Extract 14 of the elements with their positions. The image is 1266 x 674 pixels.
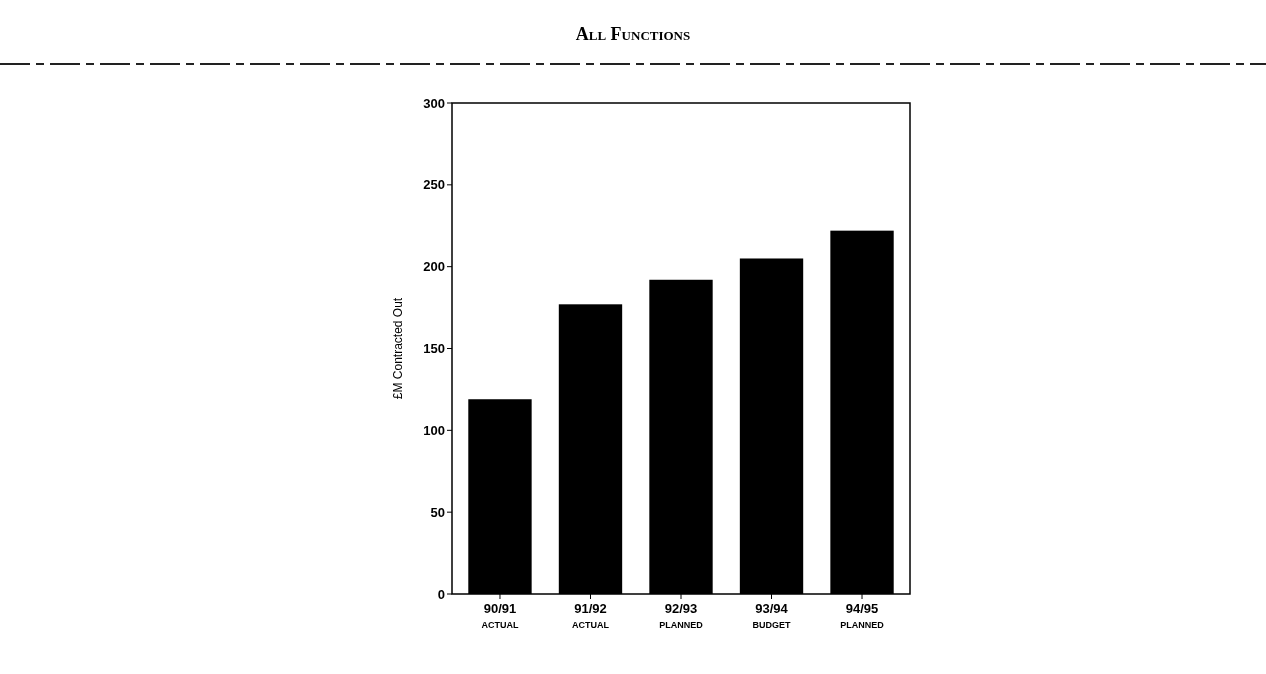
- y-tick-label: 150: [423, 341, 445, 357]
- y-tick-label: 100: [423, 422, 445, 438]
- x-tick-label: 92/93 PLANNED: [659, 601, 704, 630]
- y-tick-label: 300: [423, 95, 445, 111]
- x-tick-label: 94/95 PLANNED: [840, 601, 885, 630]
- x-tick-label: 90/91 ACTUAL: [481, 601, 519, 630]
- x-tick-label: 93/94 BUDGET: [752, 601, 792, 630]
- chart-title: All Functions: [575, 24, 691, 44]
- x-tick-label: 91/92 ACTUAL: [571, 601, 610, 630]
- y-tick-label: 200: [423, 259, 445, 275]
- y-tick-label: 250: [423, 177, 445, 193]
- y-axis-title: £M Contracted Out: [391, 297, 405, 400]
- y-tick-label: 0: [437, 586, 445, 602]
- y-tick-label: 50: [430, 504, 445, 520]
